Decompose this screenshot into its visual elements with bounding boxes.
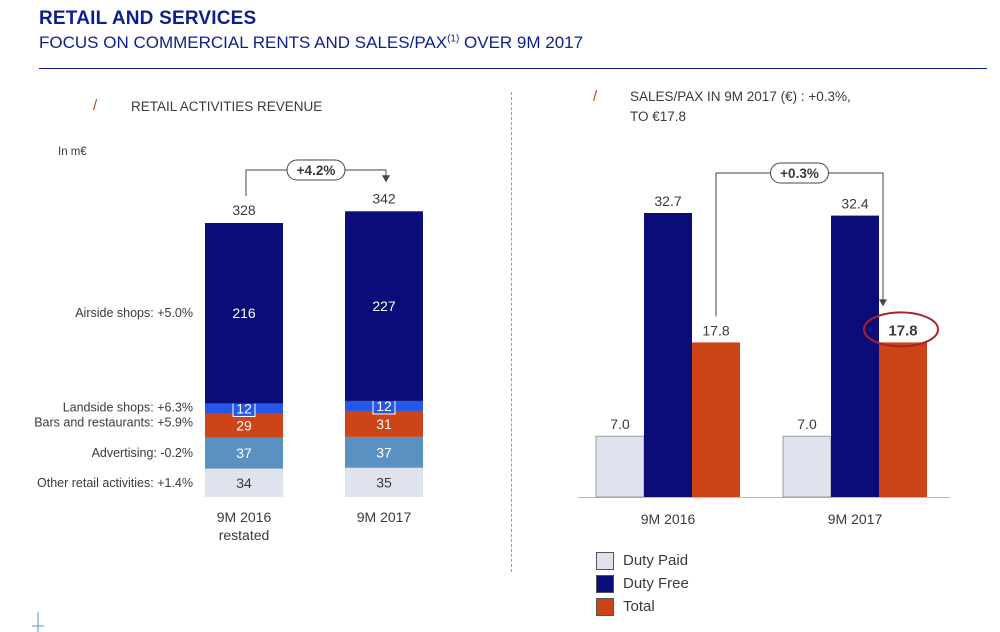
legend-label: Duty Paid [623, 552, 689, 569]
segment-value-label: 34 [236, 475, 252, 491]
bar-value-label: 32.4 [841, 196, 868, 212]
segment-value-label: 31 [376, 416, 392, 432]
growth-label: +0.3% [780, 166, 819, 181]
panel-divider [511, 92, 512, 572]
highlight-circle [863, 311, 939, 348]
growth-pill [770, 162, 829, 184]
subtitle-tail: OVER 9M 2017 [459, 33, 584, 52]
stack-segment-airside-0 [205, 223, 283, 404]
bar-value-label: 17.8 [888, 322, 917, 339]
page-subtitle: FOCUS ON COMMERCIAL RENTS AND SALES/PAX(… [39, 33, 583, 53]
bar-value-label: 7.0 [610, 416, 630, 432]
sales-pax-chart: 7.0 32.7 17.8 9M 2016 7.0 32.4 17.8 9M 2017 +0.3… [578, 162, 950, 527]
subtitle-main: FOCUS ON COMMERCIAL RENTS AND SALES/PAX [39, 33, 448, 52]
page-title: RETAIL AND SERVICES [39, 8, 257, 29]
right-panel-title-line2: TO €17.8 [630, 109, 687, 124]
series-label: Other retail activities: +1.4% [37, 476, 193, 490]
bar-duty-paid-1 [782, 435, 832, 498]
retail-revenue-chart: 34 37 29 12 216 328 9M 2016 restated 35 37 31 12 227… [34, 159, 423, 543]
bar-value-label: 7.0 [797, 416, 817, 432]
category-label: restated [219, 527, 270, 543]
bar-duty-paid-0 [595, 435, 645, 498]
category-label: 9M 2016 [641, 511, 696, 527]
category-label: 9M 2017 [357, 509, 412, 525]
segment-value-label: 29 [236, 418, 252, 434]
legend-swatch [596, 598, 614, 616]
stack-segment-advertising-0 [205, 437, 283, 469]
legend-label: Duty Free [623, 575, 689, 592]
left-panel-title: RETAIL ACTIVITIES REVENUE [131, 99, 323, 114]
growth-label: +4.2% [297, 163, 336, 178]
stack-segment-advertising-1 [345, 436, 423, 468]
segment-value-label: 37 [236, 445, 252, 461]
legend-swatch [596, 575, 614, 593]
right-panel-title: SALES/PAX IN 9M 2017 (€) : +0.3%, TO €17… [630, 87, 851, 127]
segment-value-label: 35 [376, 474, 392, 490]
left-slash-icon: / [93, 97, 98, 114]
category-label: 9M 2017 [828, 511, 883, 527]
sales-pax-legend: Duty Paid Duty Free Total [596, 551, 796, 621]
right-panel-title-line1: SALES/PAX IN 9M 2017 (€) : +0.3%, [630, 89, 851, 104]
bar-total-0 [692, 342, 740, 497]
bar-duty-free-1 [831, 215, 879, 497]
right-slash-icon: / [593, 88, 598, 105]
legend-item-duty-free: Duty Free [596, 574, 756, 594]
legend-item-duty-paid: Duty Paid [596, 551, 756, 571]
page-marker-icon [32, 612, 44, 632]
legend-item-total: Total [596, 597, 756, 617]
stack-segment-bars-0 [205, 413, 283, 438]
growth-arrowhead [382, 175, 390, 183]
segment-value-label: 12 [236, 400, 252, 416]
legend-label: Total [623, 598, 655, 615]
series-label: Landside shops: +6.3% [63, 400, 193, 414]
series-label: Airside shops: +5.0% [75, 306, 193, 320]
subtitle-footnote-ref: (1) [447, 33, 460, 45]
bar-duty-free-0 [644, 213, 692, 497]
bar-total-label: 328 [232, 202, 256, 218]
stack-segment-airside-1 [345, 211, 423, 401]
stack-segment-bars-1 [345, 410, 423, 437]
bar-value-label: 32.7 [654, 193, 681, 209]
series-label: Advertising: -0.2% [92, 446, 193, 460]
growth-arrowhead [879, 299, 887, 307]
segment-value-label: 12 [376, 398, 392, 414]
legend-swatch [596, 552, 614, 570]
growth-pill [286, 159, 346, 181]
segment-value-label: 37 [376, 444, 392, 460]
unit-label: In m€ [58, 146, 87, 158]
segment-value-label: 227 [372, 298, 396, 314]
bar-total-1 [879, 342, 927, 497]
header-rule [39, 68, 987, 69]
series-label: Bars and restaurants: +5.9% [34, 416, 193, 430]
bar-value-label: 17.8 [702, 322, 729, 338]
category-label: 9M 2016 [217, 509, 272, 525]
stack-segment-other-0 [205, 468, 283, 497]
stack-segment-other-1 [345, 467, 423, 497]
bar-total-label: 342 [372, 190, 396, 206]
segment-value-label: 216 [232, 305, 256, 321]
